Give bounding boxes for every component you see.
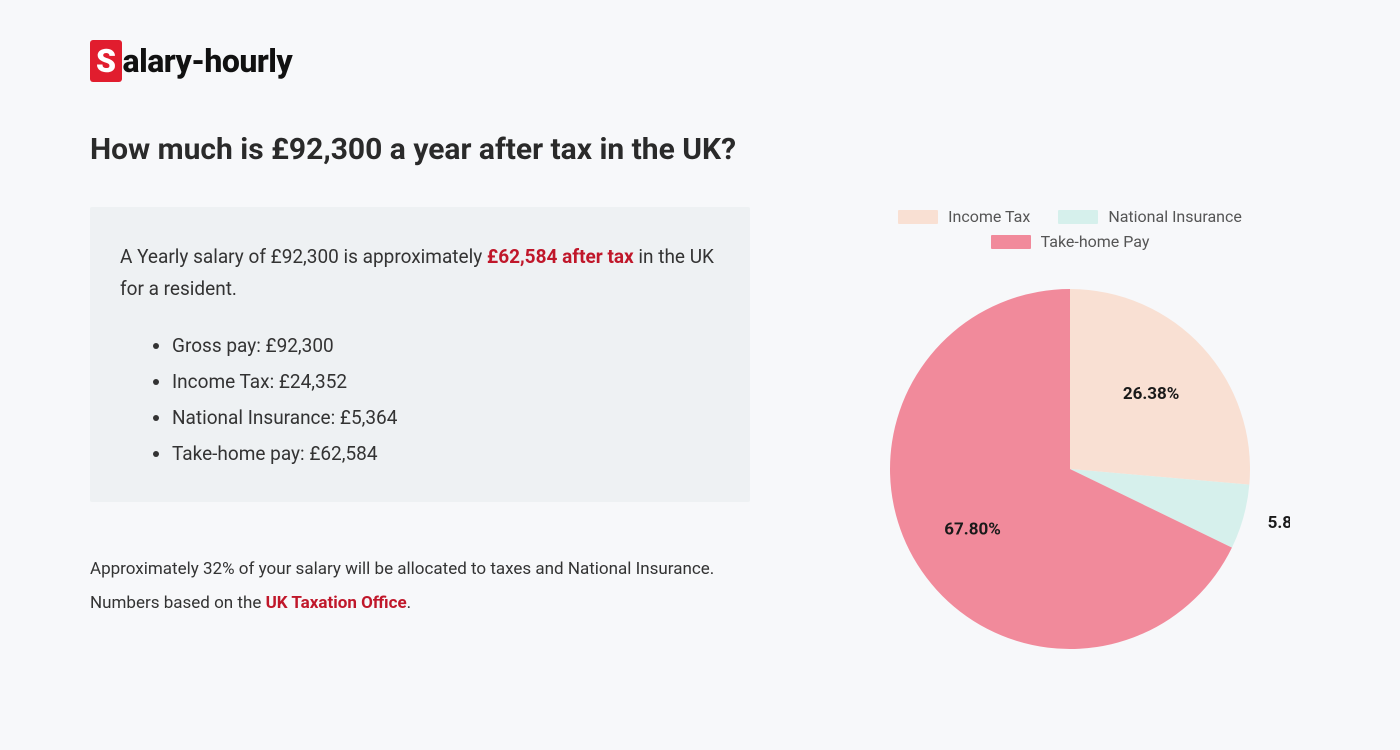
slice-label: 26.38% — [1123, 384, 1180, 404]
content-row: A Yearly salary of £92,300 is approximat… — [90, 207, 1310, 659]
list-item: Gross pay: £92,300 — [172, 328, 720, 364]
source-link[interactable]: UK Taxation Office — [266, 593, 407, 613]
legend-item: National Insurance — [1058, 207, 1242, 226]
legend-swatch — [991, 235, 1031, 249]
summary-box: A Yearly salary of £92,300 is approximat… — [90, 207, 750, 502]
legend-item: Income Tax — [898, 207, 1030, 226]
slice-label: 5.81% — [1268, 513, 1290, 533]
list-item: Take-home pay: £62,584 — [172, 436, 720, 472]
footnote-line1: Approximately 32% of your salary will be… — [90, 559, 714, 579]
footnote: Approximately 32% of your salary will be… — [90, 552, 750, 620]
footnote-line2-pre: Numbers based on the — [90, 593, 266, 613]
logo-badge: S — [90, 40, 122, 82]
list-item: National Insurance: £5,364 — [172, 400, 720, 436]
legend-label: Take-home Pay — [1041, 232, 1150, 251]
pie-chart: 26.38% 5.81% 67.80% — [850, 259, 1290, 659]
list-item: Income Tax: £24,352 — [172, 364, 720, 400]
legend-swatch — [1058, 210, 1098, 224]
right-column: Income Tax National Insurance Take-home … — [830, 207, 1310, 659]
legend-label: Income Tax — [948, 207, 1030, 226]
legend-swatch — [898, 210, 938, 224]
summary-list: Gross pay: £92,300 Income Tax: £24,352 N… — [120, 328, 720, 472]
summary-lead: A Yearly salary of £92,300 is approximat… — [120, 241, 720, 306]
after-tax-amount: £62,584 after tax — [487, 245, 634, 268]
legend-item: Take-home Pay — [991, 232, 1150, 251]
summary-lead-pre: A Yearly salary of £92,300 is approximat… — [120, 245, 487, 268]
left-column: A Yearly salary of £92,300 is approximat… — [90, 207, 750, 620]
legend-label: National Insurance — [1108, 207, 1242, 226]
site-logo: Salary-hourly — [90, 40, 1310, 82]
page-title: How much is £92,300 a year after tax in … — [90, 132, 1310, 167]
footnote-line2-post: . — [407, 593, 411, 613]
chart-legend: Income Tax National Insurance Take-home … — [870, 207, 1270, 251]
slice-label: 67.80% — [944, 520, 1001, 540]
logo-text: alary-hourly — [123, 42, 293, 80]
